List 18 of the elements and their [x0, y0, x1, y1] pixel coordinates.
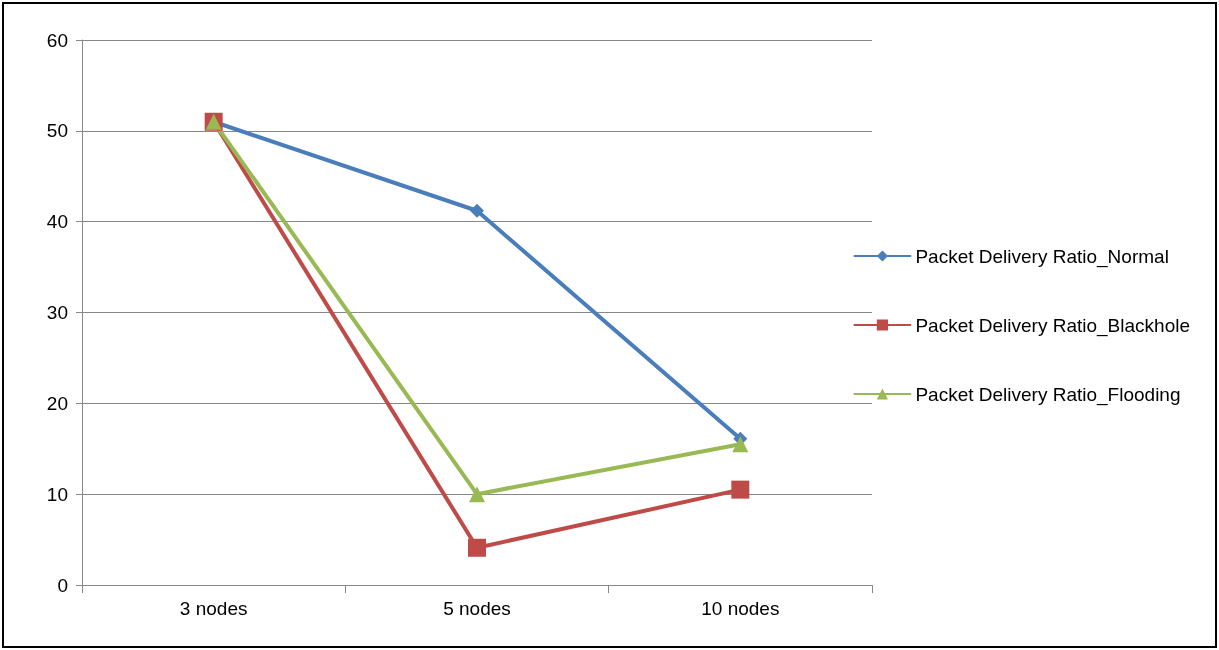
y-tick-label: 40 [46, 211, 68, 233]
y-tick-label: 50 [46, 120, 68, 142]
x-tick-label: 10 nodes [701, 598, 780, 619]
legend-label: Packet Delivery Ratio_Normal [915, 245, 1169, 268]
y-tick-label: 20 [46, 392, 68, 414]
point [470, 203, 484, 218]
point [469, 486, 485, 503]
y-tick-label: 30 [46, 302, 68, 323]
point [731, 480, 750, 499]
point [732, 436, 749, 453]
y-tick-label: 0 [57, 574, 68, 596]
y-tick-label: 60 [46, 29, 68, 51]
legend-label: Packet Delivery Ratio_Flooding [915, 383, 1181, 406]
legend-label: Packet Delivery Ratio_Blackhole [915, 314, 1191, 337]
x-tick-label: 3 nodes [179, 598, 248, 619]
y-tick-label: 10 [46, 483, 68, 505]
x-tick-label: 5 nodes [443, 598, 511, 619]
point [468, 538, 486, 557]
